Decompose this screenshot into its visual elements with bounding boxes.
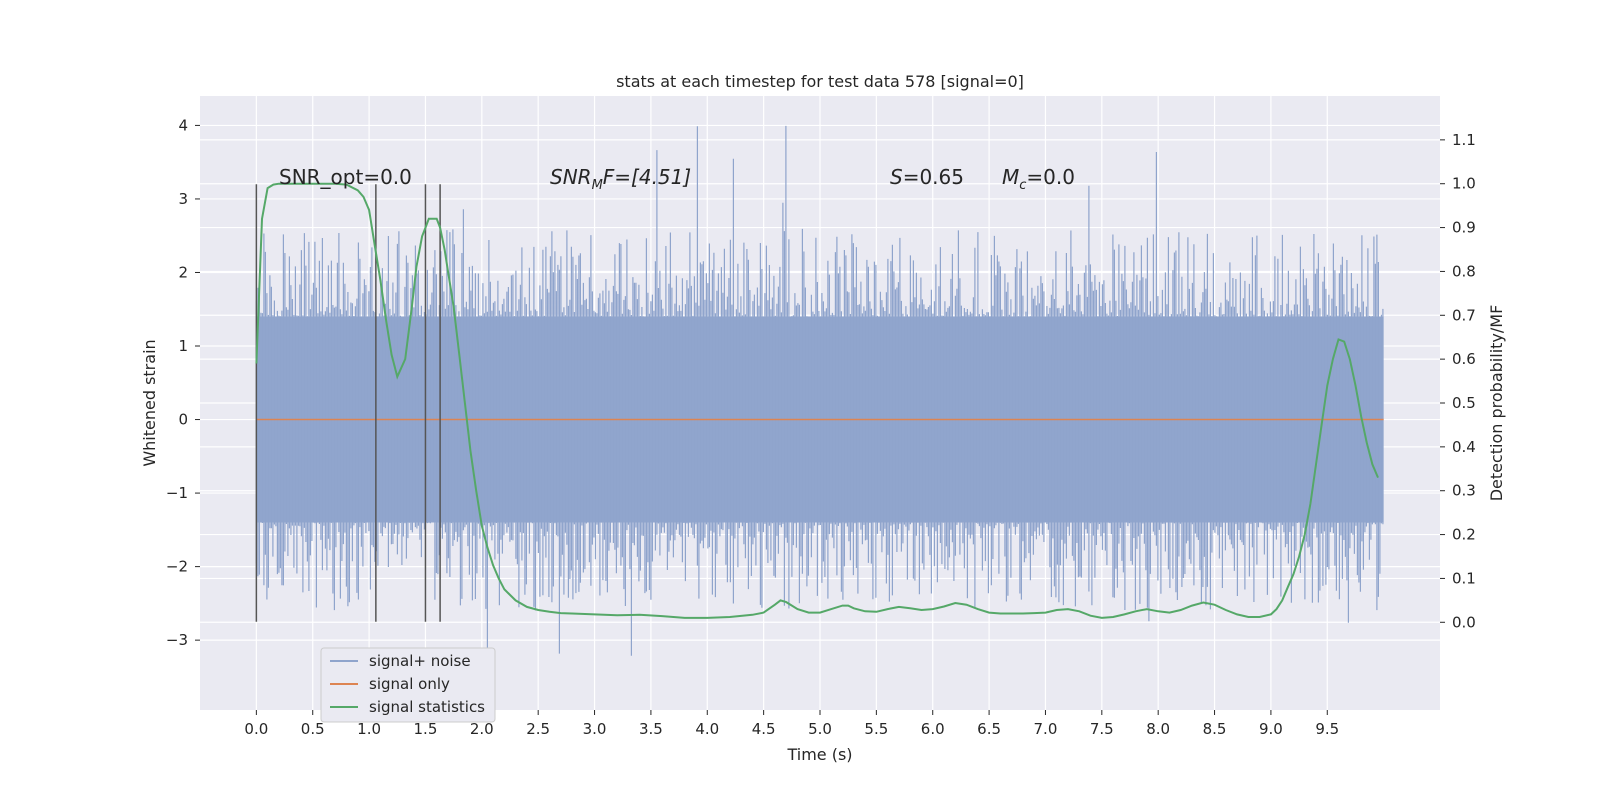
y-right-tick-label-1: 0.1 <box>1452 569 1476 587</box>
annotation-s-value: =0.65 <box>903 165 964 189</box>
y-right-tick-label-10: 1.0 <box>1452 175 1476 193</box>
y-tick-label-7: 4 <box>178 116 188 134</box>
x-tick-label-14: 7.0 <box>1034 720 1058 738</box>
annotation-mc-sub: c <box>1019 178 1026 193</box>
y-tick-label-2: −1 <box>166 484 188 502</box>
annotation-mc-value: =0.0 <box>1026 165 1075 189</box>
x-tick-label-2: 1.0 <box>357 720 381 738</box>
x-tick-label-16: 8.0 <box>1146 720 1170 738</box>
y-right-tick-label-0: 0.0 <box>1452 613 1476 631</box>
x-tick-label-5: 2.5 <box>526 720 550 738</box>
annotation-mc-var: M <box>1002 165 1019 189</box>
y-axis-label: Whitened strain <box>140 339 159 466</box>
y-right-tick-label-2: 0.2 <box>1452 526 1476 544</box>
annotation-snr-mf-var: SNR <box>550 165 592 189</box>
y-right-tick-label-4: 0.4 <box>1452 438 1476 456</box>
y-right-tick-label-9: 0.9 <box>1452 219 1476 237</box>
x-tick-label-9: 4.5 <box>752 720 776 738</box>
y-right-tick-label-11: 1.1 <box>1452 131 1476 149</box>
signal-statistics-series <box>255 182 1379 619</box>
x-tick-label-19: 9.5 <box>1315 720 1339 738</box>
y-right-tick-labels: 0.0 0.1 0.2 0.3 0.4 0.5 0.6 0.7 0.8 0.9 1.0 1.1 <box>1440 131 1476 631</box>
y-right-tick-label-7: 0.7 <box>1452 306 1476 324</box>
y-right-tick-label-8: 0.8 <box>1452 262 1476 280</box>
y-tick-label-5: 2 <box>178 263 188 281</box>
y-tick-label-4: 1 <box>178 337 188 355</box>
legend-label-signal-noise: signal+ noise <box>369 652 471 670</box>
x-tick-label-10: 5.0 <box>808 720 832 738</box>
x-tick-label-8: 4.0 <box>695 720 719 738</box>
x-tick-label-13: 6.5 <box>977 720 1001 738</box>
x-tick-label-0: 0.0 <box>244 720 268 738</box>
annotation-s: S=0.65 <box>890 165 964 189</box>
x-tick-label-15: 7.5 <box>1090 720 1114 738</box>
annotation-s-var: S <box>890 165 903 189</box>
y-right-axis-label: Detection probability/MF <box>1487 305 1506 502</box>
x-tick-label-18: 9.0 <box>1259 720 1283 738</box>
y-tick-labels: −3 −2 −1 0 1 2 3 4 <box>166 116 200 649</box>
x-axis-label: Time (s) <box>786 745 852 764</box>
y-tick-label-3: 0 <box>178 411 188 429</box>
x-tick-labels: 0.0 0.5 1.0 1.5 2.0 2.5 3.0 3.5 4.0 4.5 5.0 5.5 6.0 6… <box>244 710 1339 738</box>
annotation-snr-opt: SNR_opt=0.0 <box>279 165 412 189</box>
x-tick-label-12: 6.0 <box>921 720 945 738</box>
annotation-mc: Mc=0.0 <box>1002 165 1075 193</box>
annotation-snr-mf: SNRMF=[4.51] <box>550 165 691 193</box>
y-right-tick-label-6: 0.6 <box>1452 350 1476 368</box>
legend-label-signal-statistics: signal statistics <box>369 698 485 716</box>
y-right-tick-label-3: 0.3 <box>1452 482 1476 500</box>
x-tick-label-6: 3.0 <box>583 720 607 738</box>
y-tick-label-1: −2 <box>166 558 188 576</box>
x-tick-label-3: 1.5 <box>414 720 438 738</box>
x-tick-label-7: 3.5 <box>639 720 663 738</box>
y-tick-label-6: 3 <box>178 190 188 208</box>
x-tick-label-4: 2.0 <box>470 720 494 738</box>
x-tick-label-17: 8.5 <box>1203 720 1227 738</box>
chart-title: stats at each timestep for test data 578… <box>616 72 1024 91</box>
annotation-snr-mf-value: F=[4.51] <box>603 165 691 189</box>
legend-box <box>320 647 496 723</box>
legend: signal+ noise signal only signal statist… <box>320 647 496 723</box>
x-tick-label-11: 5.5 <box>864 720 888 738</box>
y-tick-label-0: −3 <box>166 631 188 649</box>
y-right-tick-label-5: 0.5 <box>1452 394 1476 412</box>
signal-statistics-line <box>255 182 1379 619</box>
annotation-snr-mf-sub: M <box>592 178 603 193</box>
x-tick-label-1: 0.5 <box>301 720 325 738</box>
legend-label-signal-only: signal only <box>369 675 450 693</box>
